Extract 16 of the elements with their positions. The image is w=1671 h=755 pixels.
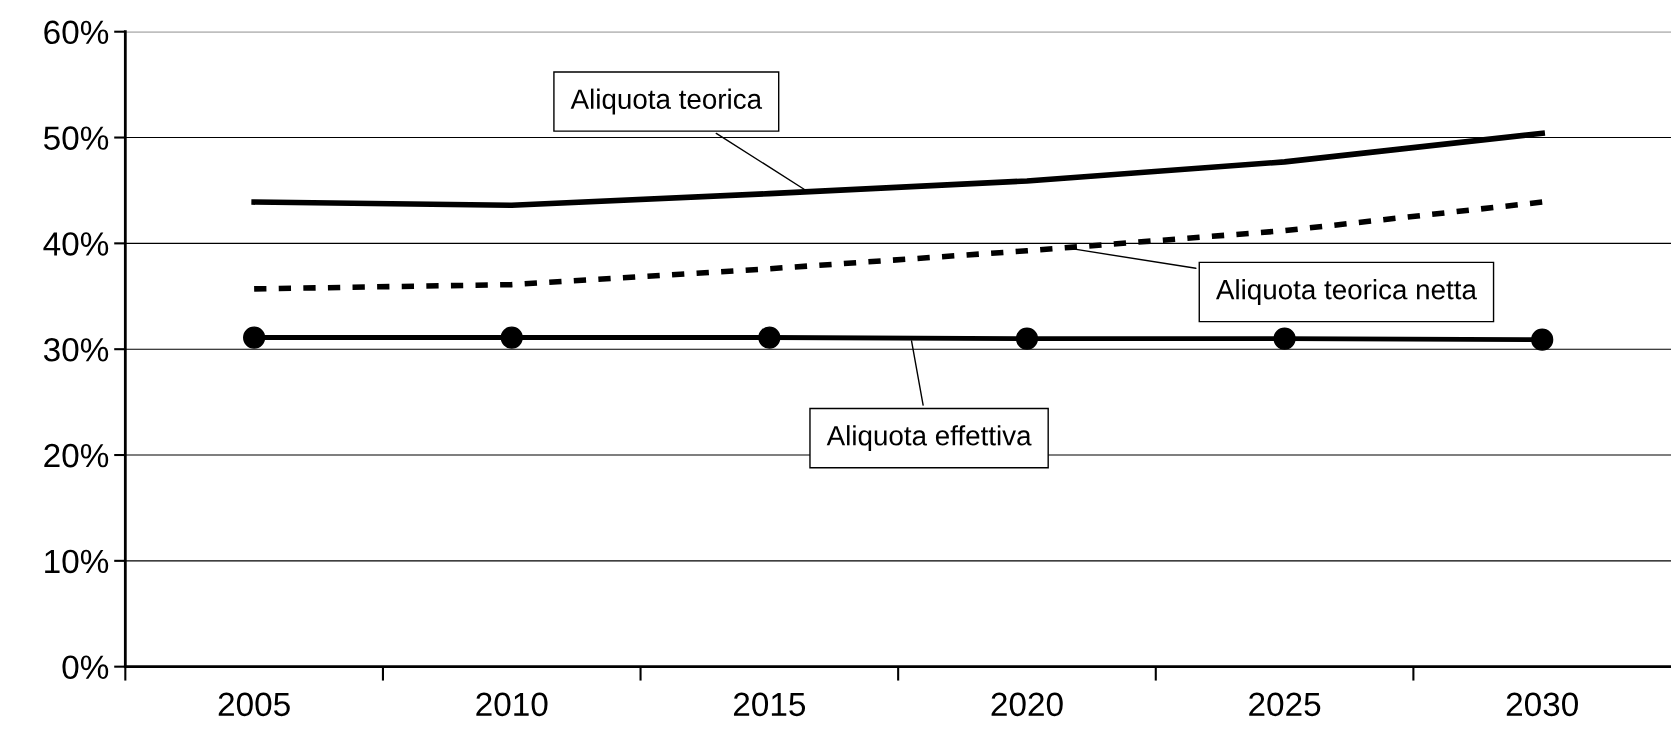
x-tick-label: 2025: [1249, 692, 1321, 717]
y-tick-label: 50%: [43, 126, 109, 150]
text: Aliquota teorica: [570, 88, 763, 115]
y-tick-label: 60%: [44, 20, 109, 45]
y-tick-label: 20%: [44, 443, 109, 468]
legend-label: Aliquota effettiva: [826, 425, 1032, 452]
x-tick-label: 2020: [991, 692, 1063, 717]
y-tick-label: 0%: [62, 655, 109, 680]
series-label: Aliquota teorica netta: [1215, 279, 1477, 305]
x-tick-label: 2030: [1506, 692, 1578, 717]
x-tick-label: 2005: [218, 692, 290, 717]
y-tick-label: 40%: [43, 232, 109, 256]
x-tick-label: 2015: [733, 692, 806, 717]
y-tick-label: 10%: [45, 549, 109, 574]
y-tick-label: 30%: [43, 337, 109, 362]
x-tick-label: 2010: [476, 692, 548, 717]
